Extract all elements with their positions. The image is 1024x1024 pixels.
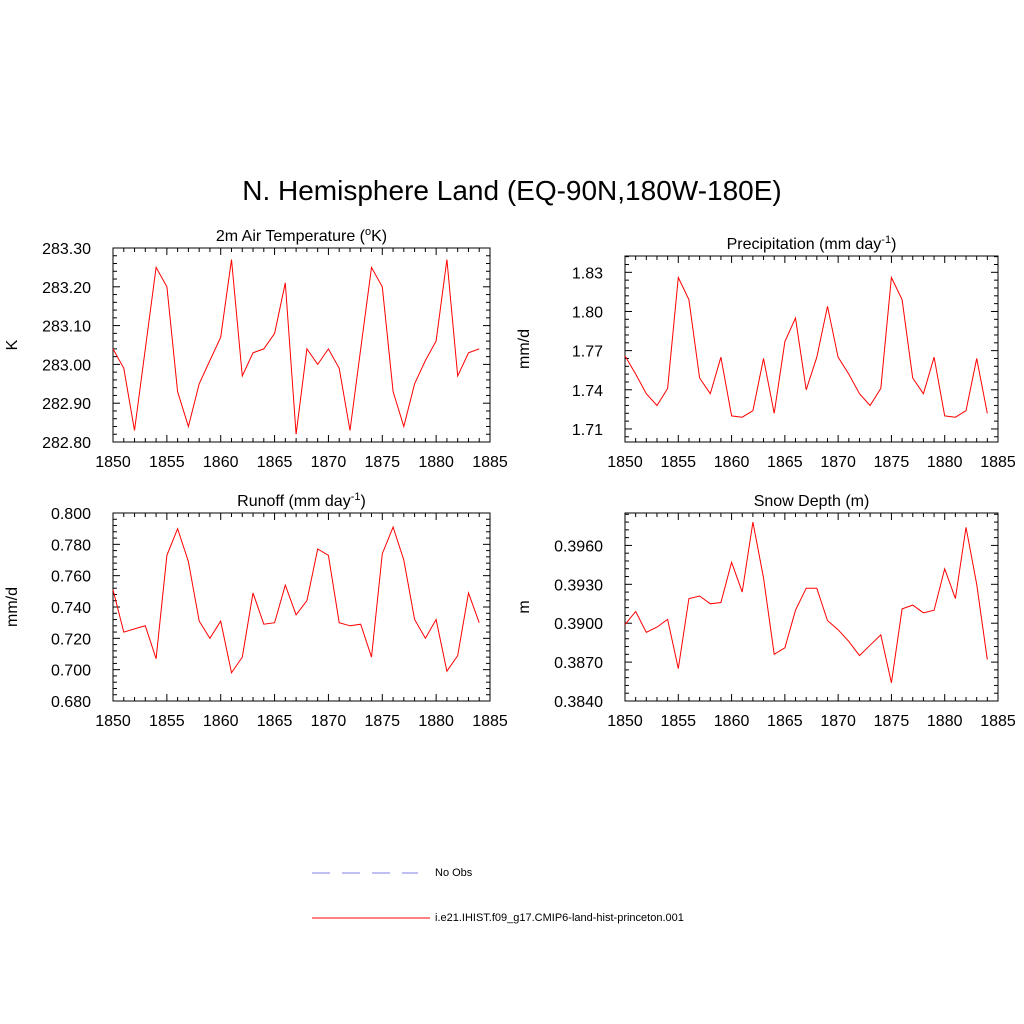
y-tick-label: 283.00 [42, 357, 91, 374]
x-tick-label: 1865 [257, 454, 293, 471]
panel-air-temp: 1850 1855 1860 1865 1870 1875 1880 1885 282.80 28… [4, 226, 508, 471]
y-tick-label: 1.83 [572, 265, 603, 282]
series-line-air-temp [112, 259, 480, 435]
y-tick-label: 0.800 [51, 506, 91, 523]
panel-precip: 1850 1855 1860 1865 1870 1875 1880 1885 1.71 1.74… [516, 234, 1016, 471]
y-tick-label: 283.20 [42, 280, 91, 297]
y-axis-label: m [516, 600, 533, 613]
y-axis-label: K [4, 339, 21, 350]
panel-title: Snow Depth (m) [754, 493, 870, 510]
x-tick-label: 1880 [927, 454, 963, 471]
x-tick-label: 1885 [980, 713, 1016, 730]
y-axis-label: mm/d [4, 587, 21, 627]
y-tick-label: 0.700 [51, 663, 91, 680]
legend-label-model-run: i.e21.IHIST.f09_g17.CMIP6-land-hist-prin… [435, 912, 684, 924]
x-tick-label: 1855 [149, 713, 185, 730]
x-tick-label: 1860 [203, 713, 239, 730]
x-tick-label: 1855 [660, 454, 696, 471]
panel-title: 2m Air Temperature (oK) [216, 226, 387, 245]
y-tick-label: 1.77 [572, 344, 603, 361]
x-tick-label: 1870 [820, 454, 856, 471]
y-tick-label: 0.3930 [554, 577, 603, 594]
panel-title: Precipitation (mm day-1) [727, 234, 897, 253]
y-tick-label: 0.3840 [554, 694, 603, 711]
x-tick-label: 1860 [714, 713, 750, 730]
x-tick-label: 1885 [472, 454, 508, 471]
x-tick-label: 1850 [607, 454, 643, 471]
y-tick-label: 0.740 [51, 600, 91, 617]
x-tick-label: 1855 [660, 713, 696, 730]
y-tick-label: 282.80 [42, 435, 91, 452]
y-tick-label: 1.71 [572, 422, 603, 439]
x-tick-label: 1850 [95, 454, 131, 471]
x-tick-label: 1880 [418, 713, 454, 730]
y-tick-label: 283.30 [42, 241, 91, 258]
panel-title: Runoff (mm day-1) [237, 491, 366, 510]
x-tick-label: 1860 [203, 454, 239, 471]
x-tick-label: 1870 [311, 454, 347, 471]
x-tick-label: 1850 [95, 713, 131, 730]
plot-frame [624, 255, 999, 443]
x-tick-label: 1885 [472, 713, 508, 730]
y-tick-label: 283.10 [42, 319, 91, 336]
x-tick-label: 1865 [257, 713, 293, 730]
series-line-precip [624, 275, 988, 418]
x-tick-label: 1885 [980, 454, 1016, 471]
x-tick-label: 1865 [767, 713, 803, 730]
y-tick-label: 1.74 [572, 383, 603, 400]
series-line-snow-depth [624, 522, 988, 683]
x-tick-label: 1875 [364, 713, 400, 730]
y-tick-label: 0.3960 [554, 538, 603, 555]
x-tick-label: 1870 [311, 713, 347, 730]
plot-frame [624, 512, 999, 702]
x-tick-label: 1860 [714, 454, 750, 471]
x-tick-label: 1850 [607, 713, 643, 730]
panel-runoff: 1850 1855 1860 1865 1870 1875 1880 1885 0.680 0.7… [4, 491, 508, 730]
y-tick-label: 282.90 [42, 396, 91, 413]
y-tick-label: 1.80 [572, 304, 603, 321]
series-line-runoff [112, 525, 480, 675]
plot-frame [112, 247, 491, 443]
x-tick-label: 1875 [874, 713, 910, 730]
x-tick-label: 1880 [927, 713, 963, 730]
x-tick-label: 1880 [418, 454, 454, 471]
x-tick-label: 1870 [820, 713, 856, 730]
y-tick-label: 0.760 [51, 569, 91, 586]
figure-title: N. Hemisphere Land (EQ-90N,180W-180E) [242, 175, 782, 206]
panel-snow-depth: 1850 1855 1860 1865 1870 1875 1880 1885 0.3840 0.… [516, 493, 1016, 730]
x-tick-label: 1875 [364, 454, 400, 471]
legend-label-no-obs: No Obs [435, 867, 473, 879]
y-axis-label: mm/d [516, 329, 533, 369]
x-tick-label: 1865 [767, 454, 803, 471]
y-tick-label: 0.3870 [554, 655, 603, 672]
x-tick-label: 1875 [874, 454, 910, 471]
x-tick-label: 1855 [149, 454, 185, 471]
y-tick-label: 0.720 [51, 631, 91, 648]
y-tick-label: 0.680 [51, 694, 91, 711]
y-tick-label: 0.780 [51, 537, 91, 554]
y-tick-label: 0.3900 [554, 616, 603, 633]
